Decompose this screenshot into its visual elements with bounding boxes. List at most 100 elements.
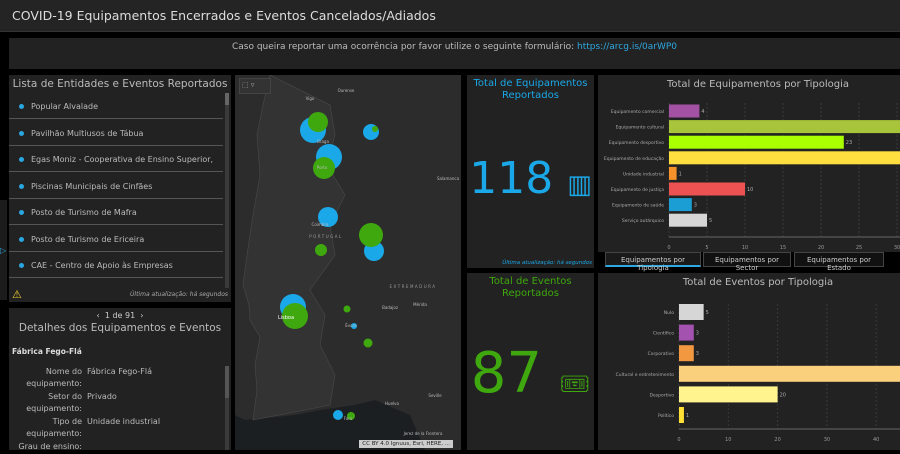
map-label: Braga [317, 139, 329, 144]
category-label: Nulo [664, 310, 674, 316]
event-marker[interactable] [372, 126, 378, 132]
bar[interactable] [679, 407, 684, 423]
x-tick-label: 25 [856, 245, 862, 251]
next-icon[interactable]: › [140, 311, 144, 320]
list-item[interactable]: Piscinas Municipais de Cinfães [9, 173, 223, 199]
category-label: Desportivo [650, 392, 675, 398]
equipment-marker[interactable] [351, 323, 357, 329]
info-banner: Caso queira reportar uma ocorrência por … [9, 38, 900, 69]
map-view[interactable]: Vigo Ourense Braga Porto Coimbra PORTUGAL Sala… [235, 75, 461, 450]
x-tick-label: 15 [780, 245, 786, 251]
event-marker[interactable] [363, 338, 373, 348]
tab-1[interactable]: Equipamentos por Sector [703, 252, 791, 272]
map-label: Évora [345, 323, 357, 328]
pager: ‹ 1 de 91 › [9, 308, 231, 320]
event-marker[interactable] [308, 112, 328, 132]
map-label: Badajoz [382, 305, 398, 310]
details-panel: ‹ 1 de 91 › Detalhes dos Equipamentos e … [9, 308, 231, 451]
details-scrollbar[interactable] [225, 366, 229, 450]
last-updated: Última atualização: há segundos [130, 291, 228, 298]
bar[interactable] [669, 166, 677, 180]
map-canvas[interactable]: Vigo Ourense Braga Porto Coimbra PORTUGAL Sala… [235, 75, 461, 450]
events-total-title: Total de Eventos Reportados [489, 276, 572, 299]
data-label: 5 [706, 310, 709, 316]
list-item[interactable]: Posto de Turismo de Mafra [9, 199, 223, 225]
map-label: EXTREMADURA [390, 284, 437, 289]
event-marker[interactable] [347, 412, 355, 420]
list-item[interactable]: Popular Alvalade [9, 93, 223, 119]
event-marker[interactable] [315, 244, 327, 256]
events-total-value: 87 [470, 341, 542, 406]
map-label: Lisboa [278, 315, 294, 321]
data-label: 1 [686, 413, 689, 419]
map-label: Mérida [413, 302, 427, 307]
event-marker[interactable] [343, 305, 351, 313]
data-label: 10 [747, 187, 753, 193]
map-label: Vigo [306, 96, 315, 101]
category-label: Equipamento de educação [604, 156, 664, 162]
bullet-icon [19, 130, 24, 136]
data-label: 23 [846, 140, 852, 146]
event-marker[interactable] [282, 303, 308, 329]
x-tick-label: 0 [677, 437, 680, 443]
data-label: 3 [696, 351, 699, 357]
list-item-label: Pavilhão Multiusos de Tábua [31, 128, 144, 138]
field-value: Unidade industrial [87, 417, 161, 426]
prev-icon[interactable]: ‹ [96, 311, 100, 320]
bullet-icon [19, 157, 24, 162]
bar[interactable] [669, 135, 844, 149]
list-item[interactable]: Egas Moniz - Cooperativa de Ensino Super… [9, 146, 223, 172]
tab-2[interactable]: Equipamentos por Estado [794, 252, 884, 272]
x-tick-label: 0 [667, 245, 670, 251]
field-label: Grau de ensino: [18, 442, 82, 451]
bar[interactable] [679, 345, 694, 362]
bar[interactable] [669, 213, 707, 227]
bar[interactable] [679, 386, 778, 403]
app-header: COVID-19 Equipamentos Encerrados e Event… [0, 0, 900, 32]
bullet-icon [19, 183, 24, 189]
list-item-label: Posto de Turismo de Mafra [31, 208, 137, 217]
tab-0[interactable]: Equipamentos por Tipologia [605, 252, 701, 272]
info-text: Caso queira reportar uma ocorrência por … [231, 42, 575, 52]
event-marker[interactable] [359, 223, 383, 247]
equipment-total-card: Total de Equipamentos Reportados 118 ▥ Ú… [467, 75, 594, 268]
map-label: Jerez de la Frontera [403, 431, 443, 436]
x-tick-label: 20 [774, 437, 780, 443]
category-label: Científico [653, 330, 674, 337]
building-icon: ▥ [567, 170, 592, 200]
bar[interactable] [669, 182, 745, 196]
equipment-total-title: Total de Equipamentos Reportados [473, 78, 588, 101]
side-panel-toggle[interactable]: ▷ [0, 200, 7, 300]
category-label: Cultural e entretenimento [616, 372, 675, 378]
equipment-updated: Última atualização: há segundos [502, 260, 592, 266]
select-tool-button[interactable]: ⬚ ▿ [239, 78, 271, 94]
event-marker[interactable] [313, 157, 335, 179]
list-item[interactable]: CAE - Centro de Apoio às Empresas [9, 252, 223, 278]
field-value: Fábrica Fego-Flá [87, 367, 153, 376]
list-scrollbar[interactable] [225, 93, 229, 288]
list-item-label: CAE - Centro de Apoio às Empresas [31, 261, 173, 270]
bar[interactable] [679, 324, 694, 341]
category-label: Unidade industrial [623, 171, 664, 177]
form-link[interactable]: https://arcg.is/0arWP0 [577, 42, 678, 52]
chart-title: Total de Equipamentos por Tipologia [666, 79, 849, 90]
bar[interactable] [669, 198, 692, 212]
bar[interactable] [679, 365, 900, 382]
list-item[interactable]: Posto de Turismo de Ericeira [9, 226, 223, 252]
equipment-marker[interactable] [318, 207, 338, 227]
equipment-marker[interactable] [333, 410, 343, 420]
list-item-label: Piscinas Municipais de Cinfães [31, 181, 153, 191]
map-label: Faro [344, 416, 353, 421]
map-label: Porto [317, 165, 328, 170]
field-label: Setor do equipamento: [26, 392, 82, 413]
bar[interactable] [669, 120, 900, 134]
category-label: Equipamento de justiça [611, 187, 664, 193]
map-label: Ourense [338, 88, 355, 93]
equipment-marker[interactable] [363, 124, 379, 140]
bar[interactable] [669, 151, 900, 165]
x-tick-label: 20 [818, 245, 824, 251]
bar[interactable] [679, 304, 704, 320]
bar[interactable] [669, 104, 700, 118]
list-item[interactable]: Pavilhão Multiusos de Tábua [9, 120, 223, 146]
x-tick-label: 10 [742, 245, 748, 251]
